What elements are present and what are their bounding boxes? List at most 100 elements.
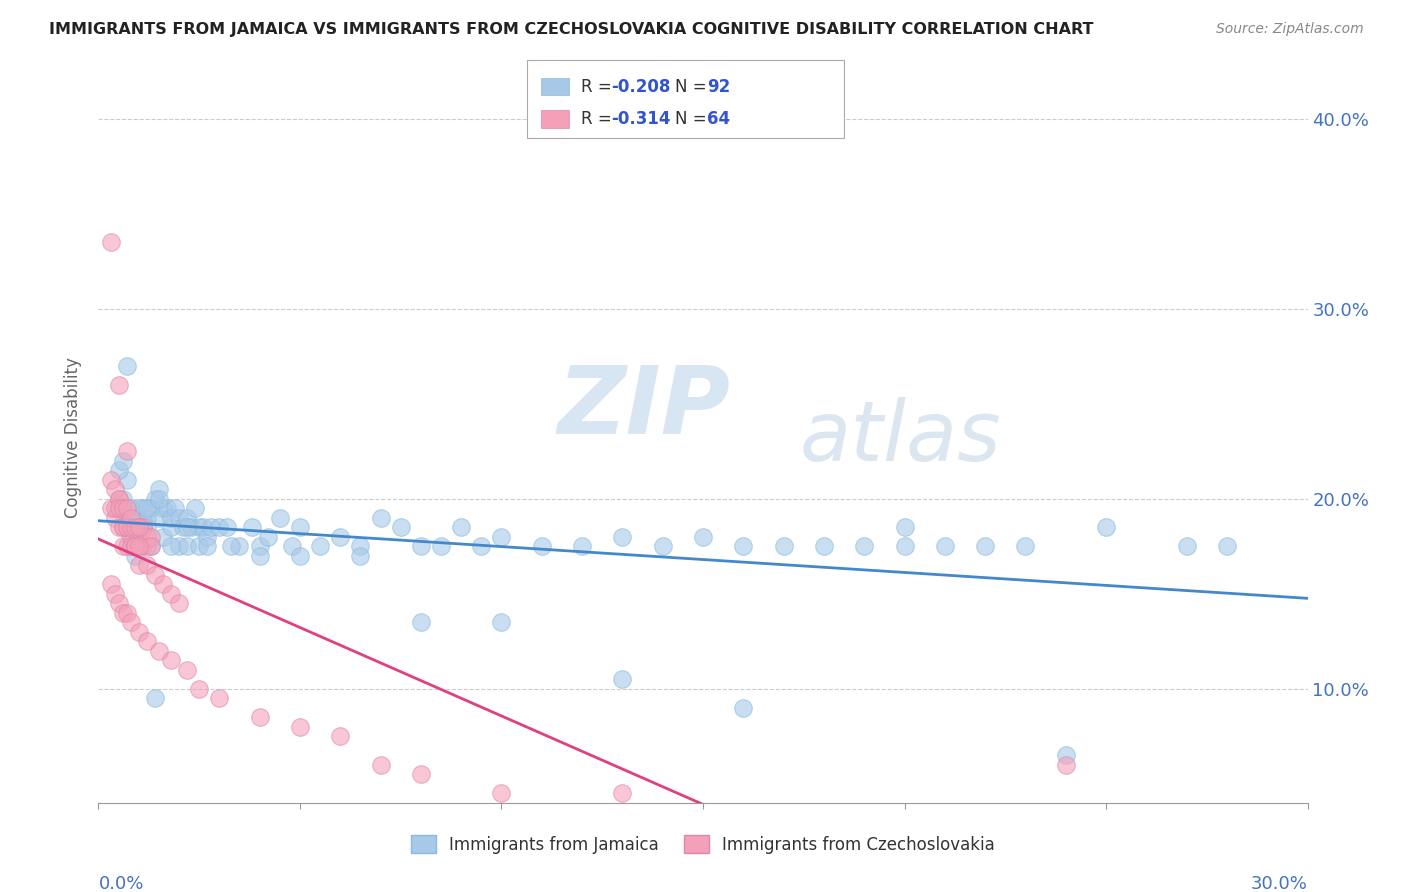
Point xyxy=(1054,748,1077,763)
Point xyxy=(491,615,513,630)
Point xyxy=(370,757,392,772)
Point xyxy=(176,539,198,553)
Point xyxy=(530,539,553,553)
Point xyxy=(128,558,150,573)
Point xyxy=(120,511,142,525)
Point xyxy=(156,501,179,516)
Point xyxy=(120,530,142,544)
Point xyxy=(612,786,634,800)
Point xyxy=(100,235,122,250)
Point xyxy=(107,520,129,534)
Point xyxy=(167,511,190,525)
Point xyxy=(176,663,198,677)
Point xyxy=(152,577,174,591)
Point xyxy=(120,501,142,516)
Point xyxy=(1054,757,1077,772)
Point xyxy=(100,501,122,516)
Point xyxy=(409,539,432,553)
Text: -0.314: -0.314 xyxy=(612,110,671,128)
Point xyxy=(148,511,170,525)
Point xyxy=(107,491,129,506)
Text: atlas: atlas xyxy=(800,397,1001,477)
Point xyxy=(111,501,134,516)
Point xyxy=(152,530,174,544)
Point xyxy=(249,549,271,563)
Point xyxy=(135,539,157,553)
Point xyxy=(115,473,138,487)
Point xyxy=(139,530,162,544)
Legend: Immigrants from Jamaica, Immigrants from Czechoslovakia: Immigrants from Jamaica, Immigrants from… xyxy=(405,829,1001,860)
Point xyxy=(128,539,150,553)
Point xyxy=(184,501,207,516)
Point xyxy=(124,511,146,525)
Point xyxy=(124,549,146,563)
Point xyxy=(208,520,231,534)
Point xyxy=(100,473,122,487)
Point xyxy=(132,501,155,516)
Point xyxy=(349,539,371,553)
Point xyxy=(107,501,129,516)
Text: Source: ZipAtlas.com: Source: ZipAtlas.com xyxy=(1216,22,1364,37)
Point xyxy=(228,539,250,553)
Point xyxy=(124,539,146,553)
Point xyxy=(163,501,186,516)
Text: R =: R = xyxy=(581,78,617,95)
Point xyxy=(120,539,142,553)
Point xyxy=(148,483,170,497)
Point xyxy=(281,539,304,553)
Point xyxy=(103,587,125,601)
Point xyxy=(329,530,352,544)
Point xyxy=(733,539,755,553)
Point xyxy=(370,511,392,525)
Point xyxy=(1095,520,1118,534)
Point xyxy=(180,520,202,534)
Text: 0.0%: 0.0% xyxy=(98,875,143,892)
Point xyxy=(160,653,183,667)
Point xyxy=(409,615,432,630)
Point xyxy=(450,520,472,534)
Point xyxy=(143,491,166,506)
Point xyxy=(128,624,150,639)
Point xyxy=(107,491,129,506)
Point xyxy=(103,511,125,525)
Point xyxy=(772,539,794,553)
Point xyxy=(135,520,157,534)
Point xyxy=(107,377,129,392)
Point xyxy=(160,539,183,553)
Point xyxy=(120,539,142,553)
Point xyxy=(934,539,956,553)
Point xyxy=(148,491,170,506)
Point xyxy=(249,710,271,724)
Point xyxy=(128,520,150,534)
Point xyxy=(120,520,142,534)
Text: IMMIGRANTS FROM JAMAICA VS IMMIGRANTS FROM CZECHOSLOVAKIA COGNITIVE DISABILITY C: IMMIGRANTS FROM JAMAICA VS IMMIGRANTS FR… xyxy=(49,22,1094,37)
Point xyxy=(389,520,412,534)
Point xyxy=(329,729,352,743)
Point xyxy=(1014,539,1036,553)
Point xyxy=(221,539,243,553)
Point xyxy=(132,520,155,534)
Point xyxy=(135,501,157,516)
Point xyxy=(612,530,634,544)
Point xyxy=(491,786,513,800)
Point xyxy=(160,520,183,534)
Point xyxy=(813,539,835,553)
Point xyxy=(111,491,134,506)
Point xyxy=(349,549,371,563)
Point xyxy=(111,606,134,620)
Point xyxy=(132,520,155,534)
Point xyxy=(111,520,134,534)
Point xyxy=(651,539,673,553)
Text: N =: N = xyxy=(675,78,711,95)
Point xyxy=(160,511,183,525)
Point xyxy=(128,501,150,516)
Point xyxy=(132,539,155,553)
Point xyxy=(148,644,170,658)
Point xyxy=(692,530,714,544)
Point xyxy=(612,673,634,687)
Point xyxy=(240,520,263,534)
Text: 64: 64 xyxy=(707,110,730,128)
Point xyxy=(128,520,150,534)
Point xyxy=(208,691,231,706)
Point xyxy=(115,520,138,534)
